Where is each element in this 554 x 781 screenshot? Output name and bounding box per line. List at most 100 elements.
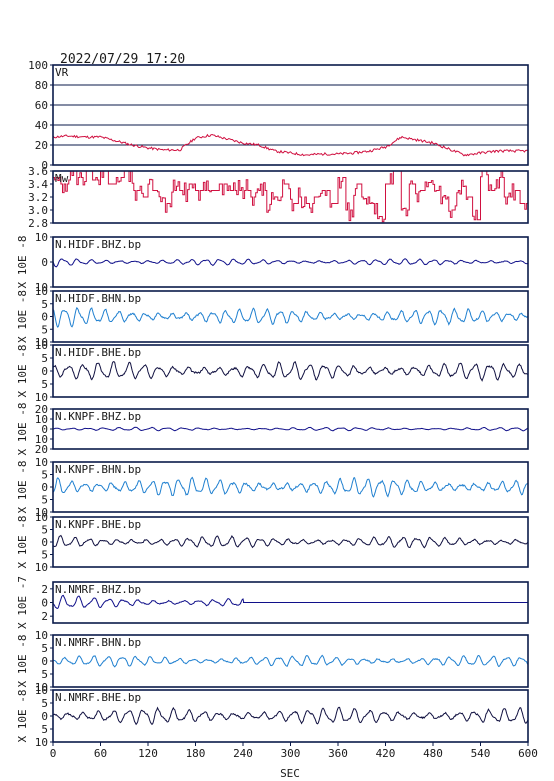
y-tick-label: 10 xyxy=(35,506,48,519)
unit-label: X 10E -8 xyxy=(16,403,29,456)
y-tick-label: 0 xyxy=(41,256,48,269)
y-tick-label: 3.0 xyxy=(28,204,48,217)
y-tick-label: 0 xyxy=(41,365,48,378)
y-tick-label: 60 xyxy=(35,99,48,112)
x-axis: 0 60 120 180 240 300 360 420 480 540 600 xyxy=(50,742,538,760)
series-trace xyxy=(53,594,528,610)
unit-label: X 10E -8 xyxy=(16,516,29,569)
x-tick-label: 600 xyxy=(518,747,538,760)
y-tick-label: 10 xyxy=(35,681,48,694)
y-tick-label: 0 xyxy=(41,710,48,723)
unit-label: X 10E -8 xyxy=(16,236,29,289)
series-trace xyxy=(53,361,528,382)
panel-label: N.HIDF.BHZ.bp xyxy=(55,238,141,251)
panel-1: 0 20 40 60 80 100 VR xyxy=(28,59,529,172)
y-tick-label: 10 xyxy=(35,629,48,642)
panel-2: 2.83.03.23.43.6 Mw xyxy=(28,165,529,230)
series-trace xyxy=(53,706,528,726)
y-tick-label: 10 xyxy=(35,413,48,426)
y-tick-label: 10 xyxy=(35,339,48,352)
y-tick-label: 2 xyxy=(41,610,48,623)
unit-label: X 10E -8 xyxy=(16,690,29,743)
y-tick-label: 0 xyxy=(41,536,48,549)
series-trace xyxy=(53,534,528,549)
unit-label: X 10E -8 xyxy=(16,461,29,514)
panel-label: VR xyxy=(55,66,69,79)
y-tick-label: 5 xyxy=(41,697,48,710)
y-tick-label: 0 xyxy=(41,159,48,172)
panel-3: 10 0 10 N.HIDF.BHZ.bp X 10E -8 xyxy=(16,231,529,294)
y-tick-label: 10 xyxy=(35,336,48,349)
x-tick-label: 540 xyxy=(471,747,491,760)
y-tick-label: 5 xyxy=(41,469,48,482)
y-tick-label: 3.4 xyxy=(28,178,48,191)
x-tick-label: 180 xyxy=(186,747,206,760)
series-trace xyxy=(53,426,528,432)
x-axis-label: SEC xyxy=(280,767,300,780)
unit-label: X 10E -8 xyxy=(16,635,29,688)
x-tick-label: 0 xyxy=(50,747,57,760)
series-trace xyxy=(53,258,528,268)
panel-label: Mw xyxy=(55,172,69,185)
y-tick-label: 40 xyxy=(35,119,48,132)
y-tick-label: 20 xyxy=(35,403,48,416)
series-trace xyxy=(53,307,528,328)
y-tick-label: 10 xyxy=(35,285,48,298)
panel-label: N.NMRF.BHZ.bp xyxy=(55,583,141,596)
y-tick-label: 2.8 xyxy=(28,217,48,230)
panel-label: N.HIDF.BHE.bp xyxy=(55,346,141,359)
y-tick-label: 10 xyxy=(35,684,48,697)
y-tick-label: 5 xyxy=(41,642,48,655)
y-tick-label: 10 xyxy=(35,231,48,244)
y-tick-label: 10 xyxy=(35,433,48,446)
y-tick-label: 3.6 xyxy=(28,165,48,178)
y-tick-label: 5 xyxy=(41,378,48,391)
series-trace xyxy=(53,476,528,498)
panel-label: N.KNPF.BHN.bp xyxy=(55,463,141,476)
chart-datetime: 2022/07/29 17:20 xyxy=(60,52,185,67)
panel-label: N.HIDF.BHN.bp xyxy=(55,292,141,305)
y-tick-label: 3.2 xyxy=(28,191,48,204)
y-tick-label: 80 xyxy=(35,79,48,92)
panel-label: N.NMRF.BHE.bp xyxy=(55,691,141,704)
x-tick-label: 120 xyxy=(138,747,158,760)
series-trace xyxy=(53,171,528,223)
x-tick-label: 420 xyxy=(376,747,396,760)
unit-label: X 10E -8 xyxy=(16,345,29,398)
y-tick-label: 5 xyxy=(41,323,48,336)
y-tick-label: 5 xyxy=(41,549,48,562)
x-tick-label: 60 xyxy=(94,747,107,760)
y-tick-label: 20 xyxy=(35,443,48,456)
y-tick-label: 0 xyxy=(41,423,48,436)
y-tick-label: 5 xyxy=(41,524,48,537)
series-trace xyxy=(53,654,528,668)
y-tick-label: 0 xyxy=(41,597,48,610)
y-tick-label: 0 xyxy=(41,481,48,494)
y-tick-label: 5 xyxy=(41,723,48,736)
panels-group: 020406080100VR2.83.03.23.43.6Mw10010N.HI… xyxy=(16,59,529,749)
y-tick-label: 10 xyxy=(35,391,48,404)
y-tick-label: 5 xyxy=(41,494,48,507)
panel-label: N.KNPF.BHZ.bp xyxy=(55,410,141,423)
y-tick-label: 0 xyxy=(41,311,48,324)
y-tick-label: 100 xyxy=(28,59,48,72)
y-tick-label: 5 xyxy=(41,298,48,311)
y-tick-label: 5 xyxy=(41,668,48,681)
y-tick-label: 2 xyxy=(41,583,48,596)
y-tick-label: 10 xyxy=(35,561,48,574)
panel-label: N.NMRF.BHN.bp xyxy=(55,636,141,649)
x-tick-label: 480 xyxy=(423,747,443,760)
unit-label: X 10E -8 xyxy=(16,290,29,343)
y-tick-label: 10 xyxy=(35,511,48,524)
y-tick-label: 10 xyxy=(35,736,48,749)
x-tick-label: 240 xyxy=(233,747,253,760)
panel-frame xyxy=(52,64,529,166)
y-tick-label: 10 xyxy=(35,281,48,294)
